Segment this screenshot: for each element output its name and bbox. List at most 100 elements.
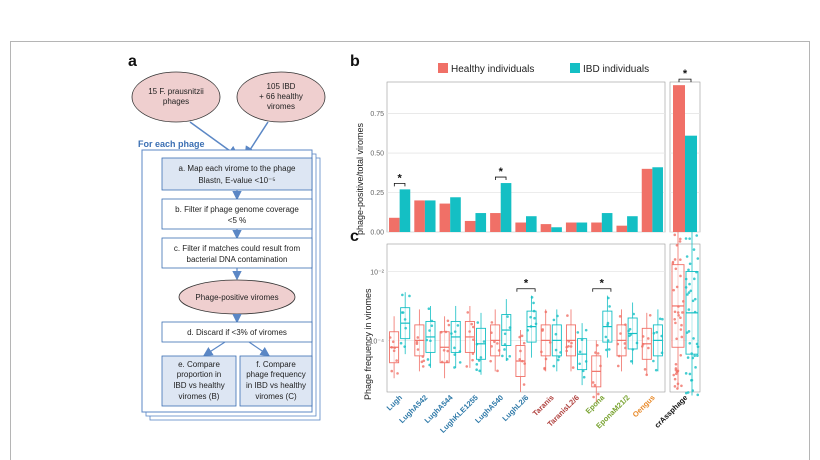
data-point [421, 365, 425, 368]
bar-healthy [464, 220, 476, 232]
data-point [678, 240, 682, 243]
data-point [465, 365, 469, 368]
bar-ibd [526, 216, 537, 232]
data-point [688, 262, 692, 266]
arrow-d-e [202, 341, 226, 357]
bar-healthy [641, 168, 653, 232]
data-point [522, 383, 526, 386]
data-point [680, 335, 684, 339]
data-point [571, 366, 575, 369]
oval-right-line3: viromes [267, 102, 295, 111]
data-point [671, 260, 675, 264]
data-point [607, 296, 610, 300]
data-point [522, 341, 526, 345]
data-point [693, 277, 696, 281]
data-point [444, 330, 448, 334]
data-point [692, 337, 695, 340]
data-point [479, 356, 483, 359]
data-point [552, 364, 556, 368]
data-point [503, 348, 506, 351]
data-point [673, 317, 676, 321]
data-point [453, 330, 457, 333]
data-point [605, 348, 608, 352]
data-point [493, 340, 496, 344]
data-point [541, 328, 545, 331]
data-point [691, 389, 695, 392]
legend-ibd: IBD individuals [583, 64, 649, 75]
legend-swatch-ibd [570, 63, 580, 73]
step-f-line3: in IBD vs healthy [246, 381, 306, 390]
bar-ibd [576, 222, 588, 232]
step-e-line3: IBD vs healthy [173, 381, 225, 390]
figure-frame [10, 41, 810, 460]
data-point [401, 311, 405, 314]
data-point [425, 338, 429, 342]
significance-star: * [499, 166, 504, 178]
data-point [676, 387, 679, 390]
step-b-box [161, 198, 313, 230]
data-point [623, 342, 627, 345]
data-point [635, 341, 639, 345]
data-point [490, 331, 493, 334]
data-point [408, 294, 411, 298]
data-point [674, 321, 677, 325]
data-point [673, 258, 677, 261]
data-point [695, 234, 699, 237]
data-point [478, 369, 481, 373]
data-point [616, 364, 620, 368]
data-point [532, 309, 536, 313]
data-point [684, 237, 688, 240]
data-point [446, 319, 450, 323]
data-point [627, 329, 630, 333]
panel-c-letter: c [350, 228, 359, 245]
data-point [684, 277, 688, 281]
significance-bracket [393, 182, 406, 187]
data-point [660, 334, 663, 338]
data-point [540, 350, 543, 354]
data-point [396, 372, 399, 375]
data-point [643, 368, 647, 371]
data-point [399, 341, 403, 345]
data-point [430, 324, 434, 328]
bar-ibd [551, 227, 562, 232]
data-point [686, 293, 689, 296]
data-point [629, 360, 633, 363]
data-point [554, 348, 558, 352]
step-b-line1: b. Filter if phage genome coverage [175, 205, 299, 214]
data-point [689, 289, 693, 293]
y-tick-label: 10⁻² [370, 270, 384, 277]
y-tick-label: 0.75 [370, 111, 384, 118]
data-point [582, 375, 586, 379]
oval-right-line2: + 66 healthy [259, 92, 303, 101]
oval-left-line1: 15 F. prausnitzii [148, 87, 204, 96]
data-point [503, 343, 507, 346]
data-point [523, 362, 527, 365]
data-point [557, 355, 561, 359]
data-point [453, 353, 457, 356]
significance-star: * [600, 278, 605, 290]
data-point [482, 340, 486, 343]
data-point [593, 383, 597, 387]
data-point [629, 333, 633, 336]
data-point [421, 355, 425, 358]
data-point [520, 359, 524, 363]
data-point [693, 310, 697, 314]
data-point [529, 325, 533, 328]
data-point [569, 345, 573, 348]
data-point [530, 296, 534, 299]
data-point [679, 258, 682, 261]
bar-ibd [601, 213, 613, 232]
data-point [442, 349, 446, 352]
data-point [584, 328, 588, 332]
data-point [696, 393, 700, 397]
bar-healthy [540, 224, 552, 232]
step-e-box [161, 355, 237, 407]
data-point [632, 312, 635, 316]
data-point [693, 297, 697, 301]
data-point [658, 317, 662, 321]
data-point [679, 316, 682, 320]
data-point [580, 338, 584, 342]
data-point [490, 321, 494, 324]
data-point [688, 282, 691, 286]
data-point [565, 345, 569, 349]
